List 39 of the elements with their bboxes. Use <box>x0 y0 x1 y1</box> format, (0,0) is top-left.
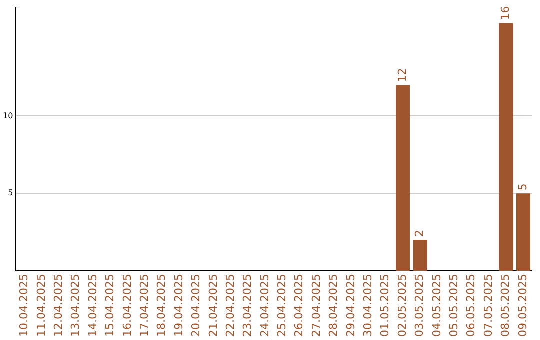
data-label: 12 <box>396 68 409 82</box>
x-tick-label: 03.05.2025 <box>413 274 426 338</box>
x-tick-label: 24.04.2025 <box>258 274 272 338</box>
x-tick-label: 20.04.2025 <box>190 274 203 338</box>
x-tick-label: 14.04.2025 <box>86 274 100 338</box>
x-tick-label: 04.05.2025 <box>430 274 444 338</box>
x-tick-label: 16.04.2025 <box>120 274 134 338</box>
x-tick-label: 25.04.2025 <box>276 274 289 338</box>
bar <box>413 240 428 272</box>
x-tick-label: 02.05.2025 <box>396 274 409 338</box>
x-tick-label: 23.04.2025 <box>241 274 254 338</box>
x-tick-label: 06.05.2025 <box>464 274 478 338</box>
data-label: 16 <box>499 6 512 20</box>
x-tick-label: 05.05.2025 <box>447 274 460 338</box>
x-tick-label: 21.04.2025 <box>206 274 220 338</box>
bar <box>499 23 514 272</box>
data-label: 2 <box>413 230 426 238</box>
x-tick-label: 17.04.2025 <box>138 274 151 338</box>
bar <box>516 194 530 272</box>
x-tick-label: 10.04.2025 <box>18 274 31 338</box>
x-tick-label: 22.04.2025 <box>224 274 237 338</box>
x-tick-label: 26.04.2025 <box>292 274 306 338</box>
y-tick-label: 10 <box>2 111 14 120</box>
bar <box>396 85 410 272</box>
x-tick-label: 13.04.2025 <box>69 274 82 338</box>
x-tick-label: 15.04.2025 <box>104 274 117 338</box>
x-tick-label: 07.05.2025 <box>482 274 495 338</box>
x-tick-label: 18.04.2025 <box>155 274 168 338</box>
x-tick-label: 27.04.2025 <box>310 274 323 338</box>
data-label: 5 <box>516 184 530 191</box>
x-tick-label: 28.04.2025 <box>327 274 340 338</box>
x-tick-label: 29.04.2025 <box>344 274 358 338</box>
x-tick-label: 12.04.2025 <box>52 274 66 338</box>
x-tick-label: 09.05.2025 <box>516 274 530 338</box>
x-tick-label: 08.05.2025 <box>499 274 512 338</box>
x-tick-label: 11.04.2025 <box>34 274 48 338</box>
x-tick-label: 01.05.2025 <box>378 274 392 338</box>
x-tick-label: 19.04.2025 <box>172 274 186 338</box>
x-tick-label: 30.04.2025 <box>362 274 375 338</box>
